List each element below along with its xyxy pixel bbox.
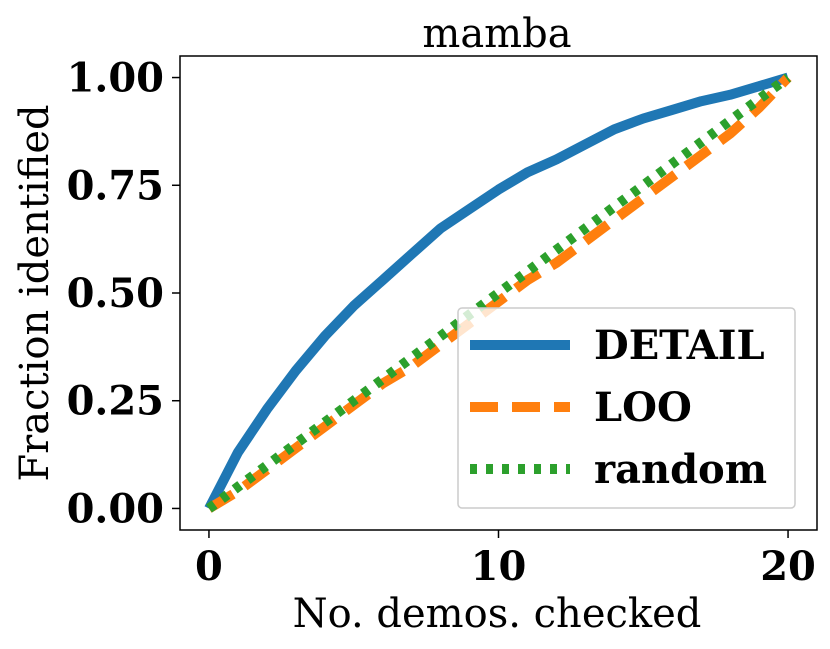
series-line-detail — [204, 72, 790, 511]
series-line-loo — [206, 74, 792, 513]
y-tick-label: 0.75 — [67, 162, 164, 209]
legend-box — [457, 307, 796, 509]
chart-title: mamba — [422, 11, 571, 57]
legend-label-random: random — [594, 446, 767, 493]
y-tick-label: 0.50 — [67, 270, 164, 317]
x-axis-label: No. demos. checked — [293, 591, 702, 637]
legend: DETAIL LOO random — [457, 307, 796, 509]
y-tick-label: 1.00 — [67, 55, 164, 102]
legend-label-loo: LOO — [594, 384, 692, 431]
y-tick-label: 0.00 — [67, 485, 164, 532]
x-tick-label: 0 — [195, 543, 223, 590]
y-tick-label: 0.25 — [67, 378, 164, 425]
y-axis-label: Fraction identified — [12, 104, 58, 481]
x-tick-label: 10 — [471, 543, 527, 590]
legend-label-detail: DETAIL — [594, 322, 765, 369]
x-tick-label: 20 — [760, 543, 816, 590]
